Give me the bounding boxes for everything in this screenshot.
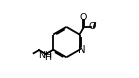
Text: O: O <box>89 22 96 31</box>
Text: NH: NH <box>38 51 52 60</box>
Text: N: N <box>78 45 85 55</box>
Text: H: H <box>44 53 51 62</box>
Text: O: O <box>80 13 87 22</box>
